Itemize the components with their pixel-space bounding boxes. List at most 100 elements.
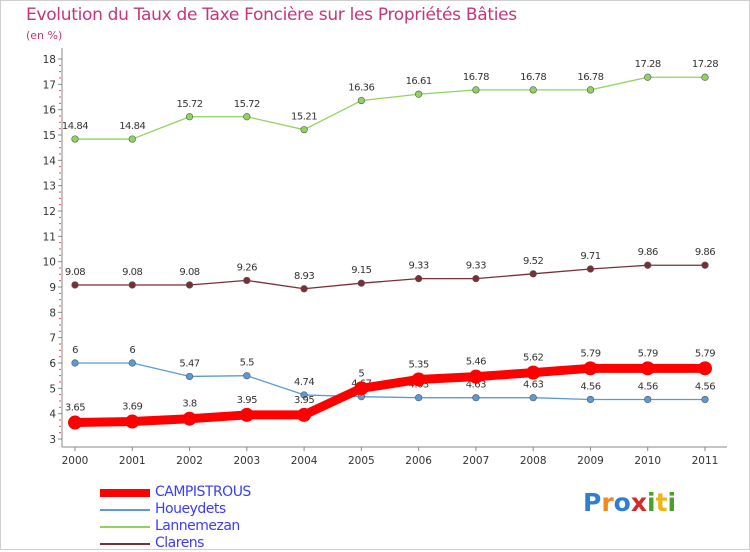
legend-label: CAMPISTROUS [155, 484, 251, 500]
data-point [185, 113, 194, 121]
legend-swatch [100, 509, 150, 511]
y-tick-label: 15 [43, 130, 56, 142]
data-label: 4.56 [638, 381, 658, 392]
data-label: 9.08 [65, 267, 85, 278]
data-point [243, 113, 251, 121]
y-tick-label: 18 [43, 54, 56, 66]
data-label: 3.95 [294, 395, 314, 406]
data-label: 15.72 [234, 99, 260, 110]
y-tick-label: 16 [43, 105, 57, 117]
chart-title: Evolution du Taux de Taxe Foncière sur l… [26, 5, 517, 25]
data-point [586, 395, 595, 404]
data-point [644, 73, 652, 81]
logo-letter: r [601, 488, 614, 517]
data-point [644, 261, 652, 269]
data-label: 3.8 [182, 399, 197, 410]
data-label: 5.62 [523, 353, 543, 364]
x-tick-label: 2000 [62, 455, 89, 467]
data-label: 9.33 [466, 261, 486, 272]
logo-letter: t [655, 488, 668, 517]
data-point [526, 365, 541, 380]
x-tick-label: 2007 [463, 455, 490, 467]
data-point [472, 275, 480, 283]
data-label: 4.56 [580, 381, 600, 392]
y-tick-label: 3 [49, 434, 56, 446]
data-point [239, 407, 254, 422]
data-point [698, 361, 712, 376]
data-point [243, 372, 251, 380]
data-label: 6 [72, 345, 78, 356]
x-tick-label: 2006 [405, 455, 432, 467]
data-label: 15.21 [291, 112, 317, 123]
legend-label: Houeydets [155, 501, 226, 517]
data-label: 9.15 [351, 265, 371, 276]
series-line-houeydets [74, 362, 706, 401]
data-point [472, 86, 480, 94]
data-label: 9.86 [695, 247, 715, 258]
legend-swatch [100, 489, 150, 497]
y-tick-label: 4 [49, 409, 56, 421]
data-label: 3.65 [65, 403, 85, 414]
x-tick-label: 2010 [634, 455, 661, 467]
data-point [701, 261, 709, 269]
data-point [185, 372, 194, 381]
data-point [300, 126, 308, 134]
data-label: 5.79 [638, 348, 658, 359]
data-label: 9.86 [638, 247, 658, 258]
series-line-lannemezan [74, 76, 706, 140]
data-label: 9.08 [122, 267, 142, 278]
data-label: 4.74 [294, 377, 314, 388]
data-label: 8.93 [294, 271, 314, 282]
x-tick-label: 2008 [520, 455, 547, 467]
x-tick-label: 2009 [577, 455, 604, 467]
x-tick-label: 2002 [176, 455, 203, 467]
data-label: 3.95 [237, 395, 257, 406]
y-tick-label: 8 [49, 307, 56, 319]
data-point [128, 135, 136, 143]
series-line-clarens [74, 264, 706, 290]
y-tick-label: 12 [43, 206, 56, 218]
data-label: 14.84 [62, 121, 88, 132]
data-point [185, 281, 194, 289]
data-label: 3.69 [122, 402, 142, 413]
series-line-campistrous [70, 363, 710, 428]
data-point [71, 359, 79, 367]
data-point [125, 414, 140, 429]
data-point [415, 275, 423, 283]
data-point [529, 86, 537, 94]
data-label: 4.56 [695, 381, 715, 392]
data-label: 5.5 [240, 358, 255, 369]
data-point [354, 381, 369, 396]
x-tick-label: 2003 [233, 455, 260, 467]
x-tick-label: 2005 [348, 455, 375, 467]
data-label: 9.71 [580, 251, 600, 262]
y-tick-label: 6 [49, 358, 56, 370]
data-point [297, 407, 312, 422]
legend-swatch [100, 543, 150, 545]
y-tick-label: 14 [43, 155, 57, 167]
y-tick-label: 7 [49, 333, 56, 345]
data-point [182, 411, 197, 426]
y-tick-label: 10 [43, 257, 56, 269]
data-point [644, 395, 652, 404]
data-label: 5.35 [409, 359, 429, 370]
brand-logo: Proxiti [583, 488, 676, 517]
x-tick-label: 2004 [291, 455, 318, 467]
y-tick-label: 17 [43, 79, 56, 91]
data-point [71, 281, 79, 289]
data-label: 5.46 [466, 357, 486, 368]
data-point [586, 265, 595, 273]
data-label: 9.26 [237, 262, 257, 273]
x-tick-label: 2011 [692, 455, 719, 467]
x-tick-label: 2001 [119, 455, 146, 467]
data-point [586, 86, 595, 94]
data-label: 6 [129, 345, 135, 356]
y-tick-label: 11 [43, 231, 56, 243]
data-point [128, 359, 136, 367]
data-point [415, 394, 423, 402]
data-label: 5 [358, 368, 364, 379]
data-point [71, 135, 79, 143]
data-point [701, 395, 709, 404]
